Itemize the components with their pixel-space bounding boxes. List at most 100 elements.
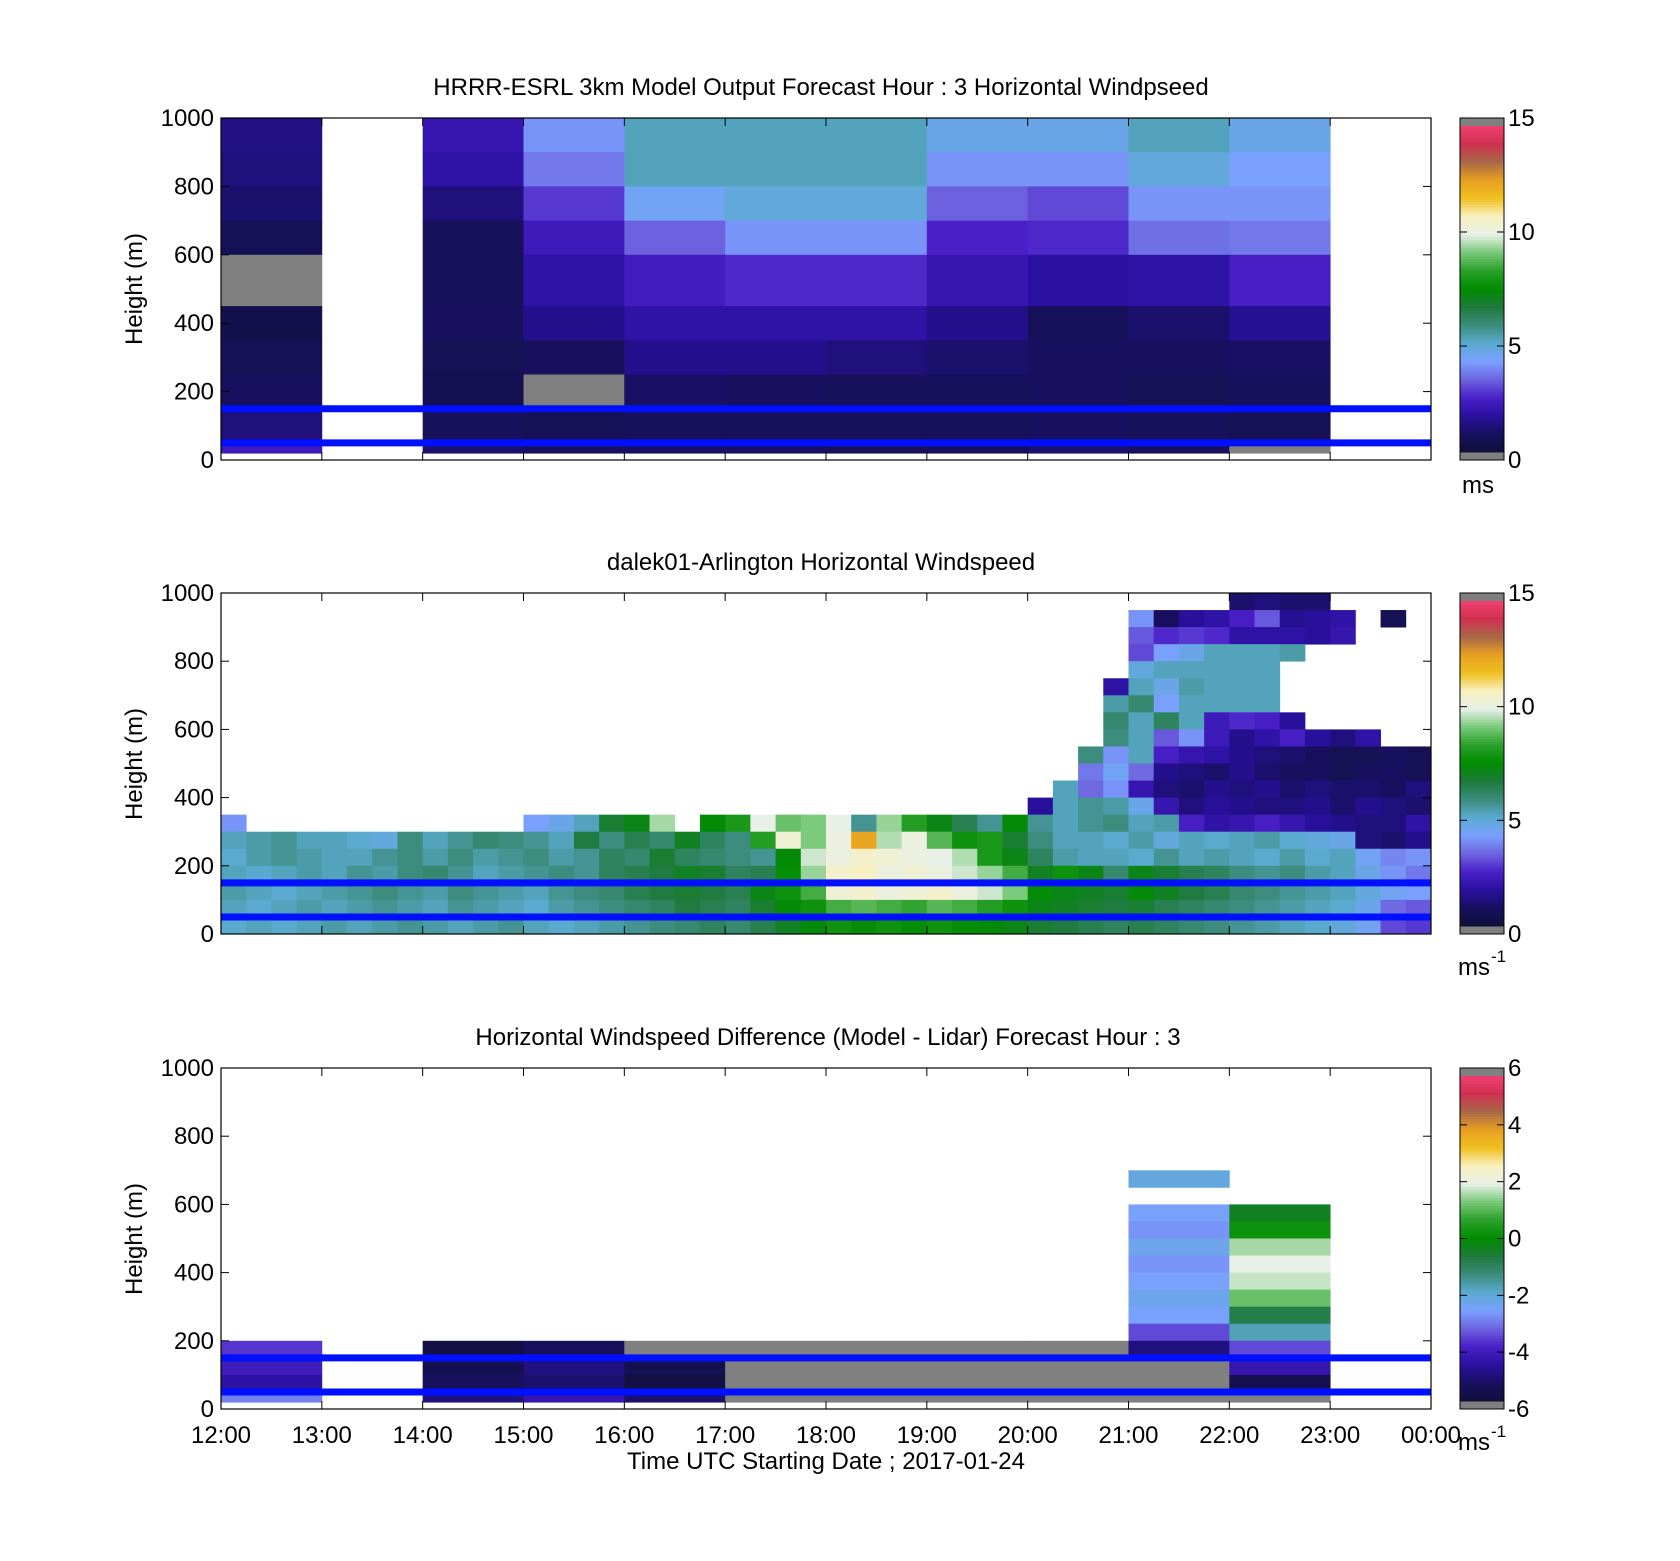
- heatmap-cell: [221, 408, 323, 444]
- heatmap-cell: [246, 865, 272, 884]
- heatmap-cell: [1128, 1357, 1230, 1376]
- heatmap-cell: [1204, 831, 1230, 850]
- colorbar-segment: [1460, 242, 1504, 247]
- heatmap-cell: [926, 882, 953, 901]
- heatmap-cell: [1078, 814, 1104, 833]
- heatmap-cell: [725, 916, 751, 935]
- colorbar-segment: [1460, 698, 1504, 702]
- heatmap-cell: [1380, 865, 1407, 884]
- panel-lidar-x-ticks: [220, 593, 1432, 934]
- heatmap-cell: [1279, 746, 1306, 764]
- colorbar-tick-label: 5: [1508, 333, 1521, 360]
- colorbar-segment: [1460, 403, 1504, 407]
- heatmap-cell: [347, 882, 373, 901]
- colorbar-segment: [1460, 809, 1504, 813]
- colorbar-segment: [1460, 1319, 1504, 1323]
- y-tick-label: 400: [174, 785, 214, 812]
- colorbar-segment: [1460, 871, 1504, 876]
- heatmap-cell: [221, 340, 323, 375]
- heatmap-cell: [1027, 408, 1129, 444]
- heatmap-cell: [649, 831, 676, 850]
- heatmap-cell: [1229, 374, 1331, 410]
- heatmap-cell: [800, 831, 827, 850]
- colorbar-segment: [1460, 793, 1504, 797]
- heatmap-cell: [1128, 899, 1155, 918]
- heatmap-cell: [826, 882, 852, 901]
- colorbar-tick-label: 10: [1508, 219, 1535, 246]
- colorbar-segment: [1460, 180, 1504, 184]
- heatmap-cell: [1204, 661, 1230, 679]
- colorbar-segment: [1460, 701, 1504, 705]
- heatmap-cell: [447, 865, 474, 884]
- heatmap-cell: [725, 374, 827, 410]
- x-tick-label: 12:00: [191, 1422, 251, 1449]
- colorbar-segment: [1460, 695, 1504, 699]
- heatmap-cell: [1355, 831, 1381, 850]
- colorbar-segment: [1460, 359, 1504, 363]
- heatmap-cell: [851, 848, 877, 867]
- colorbar-segment: [1460, 768, 1504, 773]
- colorbar-segment: [1460, 1298, 1504, 1302]
- heatmap-cell: [1204, 848, 1230, 867]
- heatmap-cell: [725, 814, 751, 833]
- heatmap-cell: [699, 814, 726, 833]
- colorbar-segment: [1460, 1268, 1504, 1272]
- heatmap-cell: [826, 916, 852, 935]
- colorbar-segment: [1460, 400, 1504, 404]
- x-tick-label: 00:00: [1401, 1422, 1461, 1449]
- heatmap-cell: [926, 814, 953, 833]
- colorbar-segment: [1460, 714, 1504, 718]
- heatmap-cell: [498, 848, 524, 867]
- heatmap-cell: [1128, 1340, 1230, 1359]
- colorbar-segment: [1460, 796, 1504, 800]
- heatmap-cell: [1204, 610, 1230, 628]
- panel-lidar-title: dalek01-Arlington Horizontal Windspeed: [607, 549, 1035, 576]
- heatmap-cell: [372, 916, 398, 935]
- colorbar-segment: [1460, 1271, 1504, 1275]
- colorbar-segment: [1460, 1354, 1504, 1359]
- colorbar-segment: [1460, 909, 1504, 913]
- heatmap-cell: [1103, 848, 1129, 867]
- colorbar-segment: [1460, 1189, 1504, 1193]
- colorbar-segment: [1460, 256, 1504, 260]
- colorbar-segment: [1460, 917, 1504, 922]
- heatmap-cell: [1229, 1221, 1331, 1239]
- colorbar-segment: [1460, 381, 1504, 385]
- heatmap-cell: [725, 831, 751, 850]
- heatmap-cell: [1128, 1323, 1230, 1342]
- colorbar-cap-top: [1460, 593, 1504, 601]
- heatmap-cell: [1405, 899, 1432, 918]
- heatmap-cell: [1153, 695, 1180, 713]
- colorbar-segment: [1460, 679, 1504, 683]
- colorbar-segment: [1460, 335, 1504, 339]
- heatmap-cell: [1229, 831, 1255, 850]
- heatmap-cell: [775, 814, 802, 833]
- heatmap-cell: [1330, 899, 1356, 918]
- heatmap-cell: [523, 340, 625, 375]
- heatmap-cell: [523, 1374, 625, 1393]
- heatmap-cell: [1229, 186, 1331, 221]
- colorbar-segment: [1460, 1349, 1504, 1353]
- heatmap-cell: [674, 848, 701, 867]
- heatmap-cell: [699, 899, 726, 918]
- heatmap-cell: [221, 220, 323, 256]
- panel-lidar-reference-lines: [221, 879, 1431, 921]
- heatmap-cell: [901, 865, 928, 884]
- heatmap-cell: [347, 865, 373, 884]
- colorbar-segment: [1460, 1187, 1504, 1191]
- heatmap-cell: [1178, 661, 1205, 679]
- heatmap-cell: [1128, 1391, 1230, 1403]
- colorbar-segment: [1460, 446, 1504, 450]
- heatmap-cell: [1304, 899, 1331, 918]
- heatmap-cell: [1330, 729, 1356, 747]
- heatmap-cell: [422, 916, 449, 935]
- colorbar-segment: [1460, 1295, 1504, 1299]
- heatmap-cell: [624, 814, 650, 833]
- colorbar-segment: [1460, 223, 1504, 228]
- heatmap-cell: [775, 916, 802, 935]
- colorbar-segment: [1460, 777, 1504, 781]
- colorbar-segment: [1460, 671, 1504, 675]
- colorbar-segment: [1460, 1078, 1504, 1082]
- heatmap-cell: [1405, 882, 1432, 901]
- colorbar-segment: [1460, 1398, 1504, 1402]
